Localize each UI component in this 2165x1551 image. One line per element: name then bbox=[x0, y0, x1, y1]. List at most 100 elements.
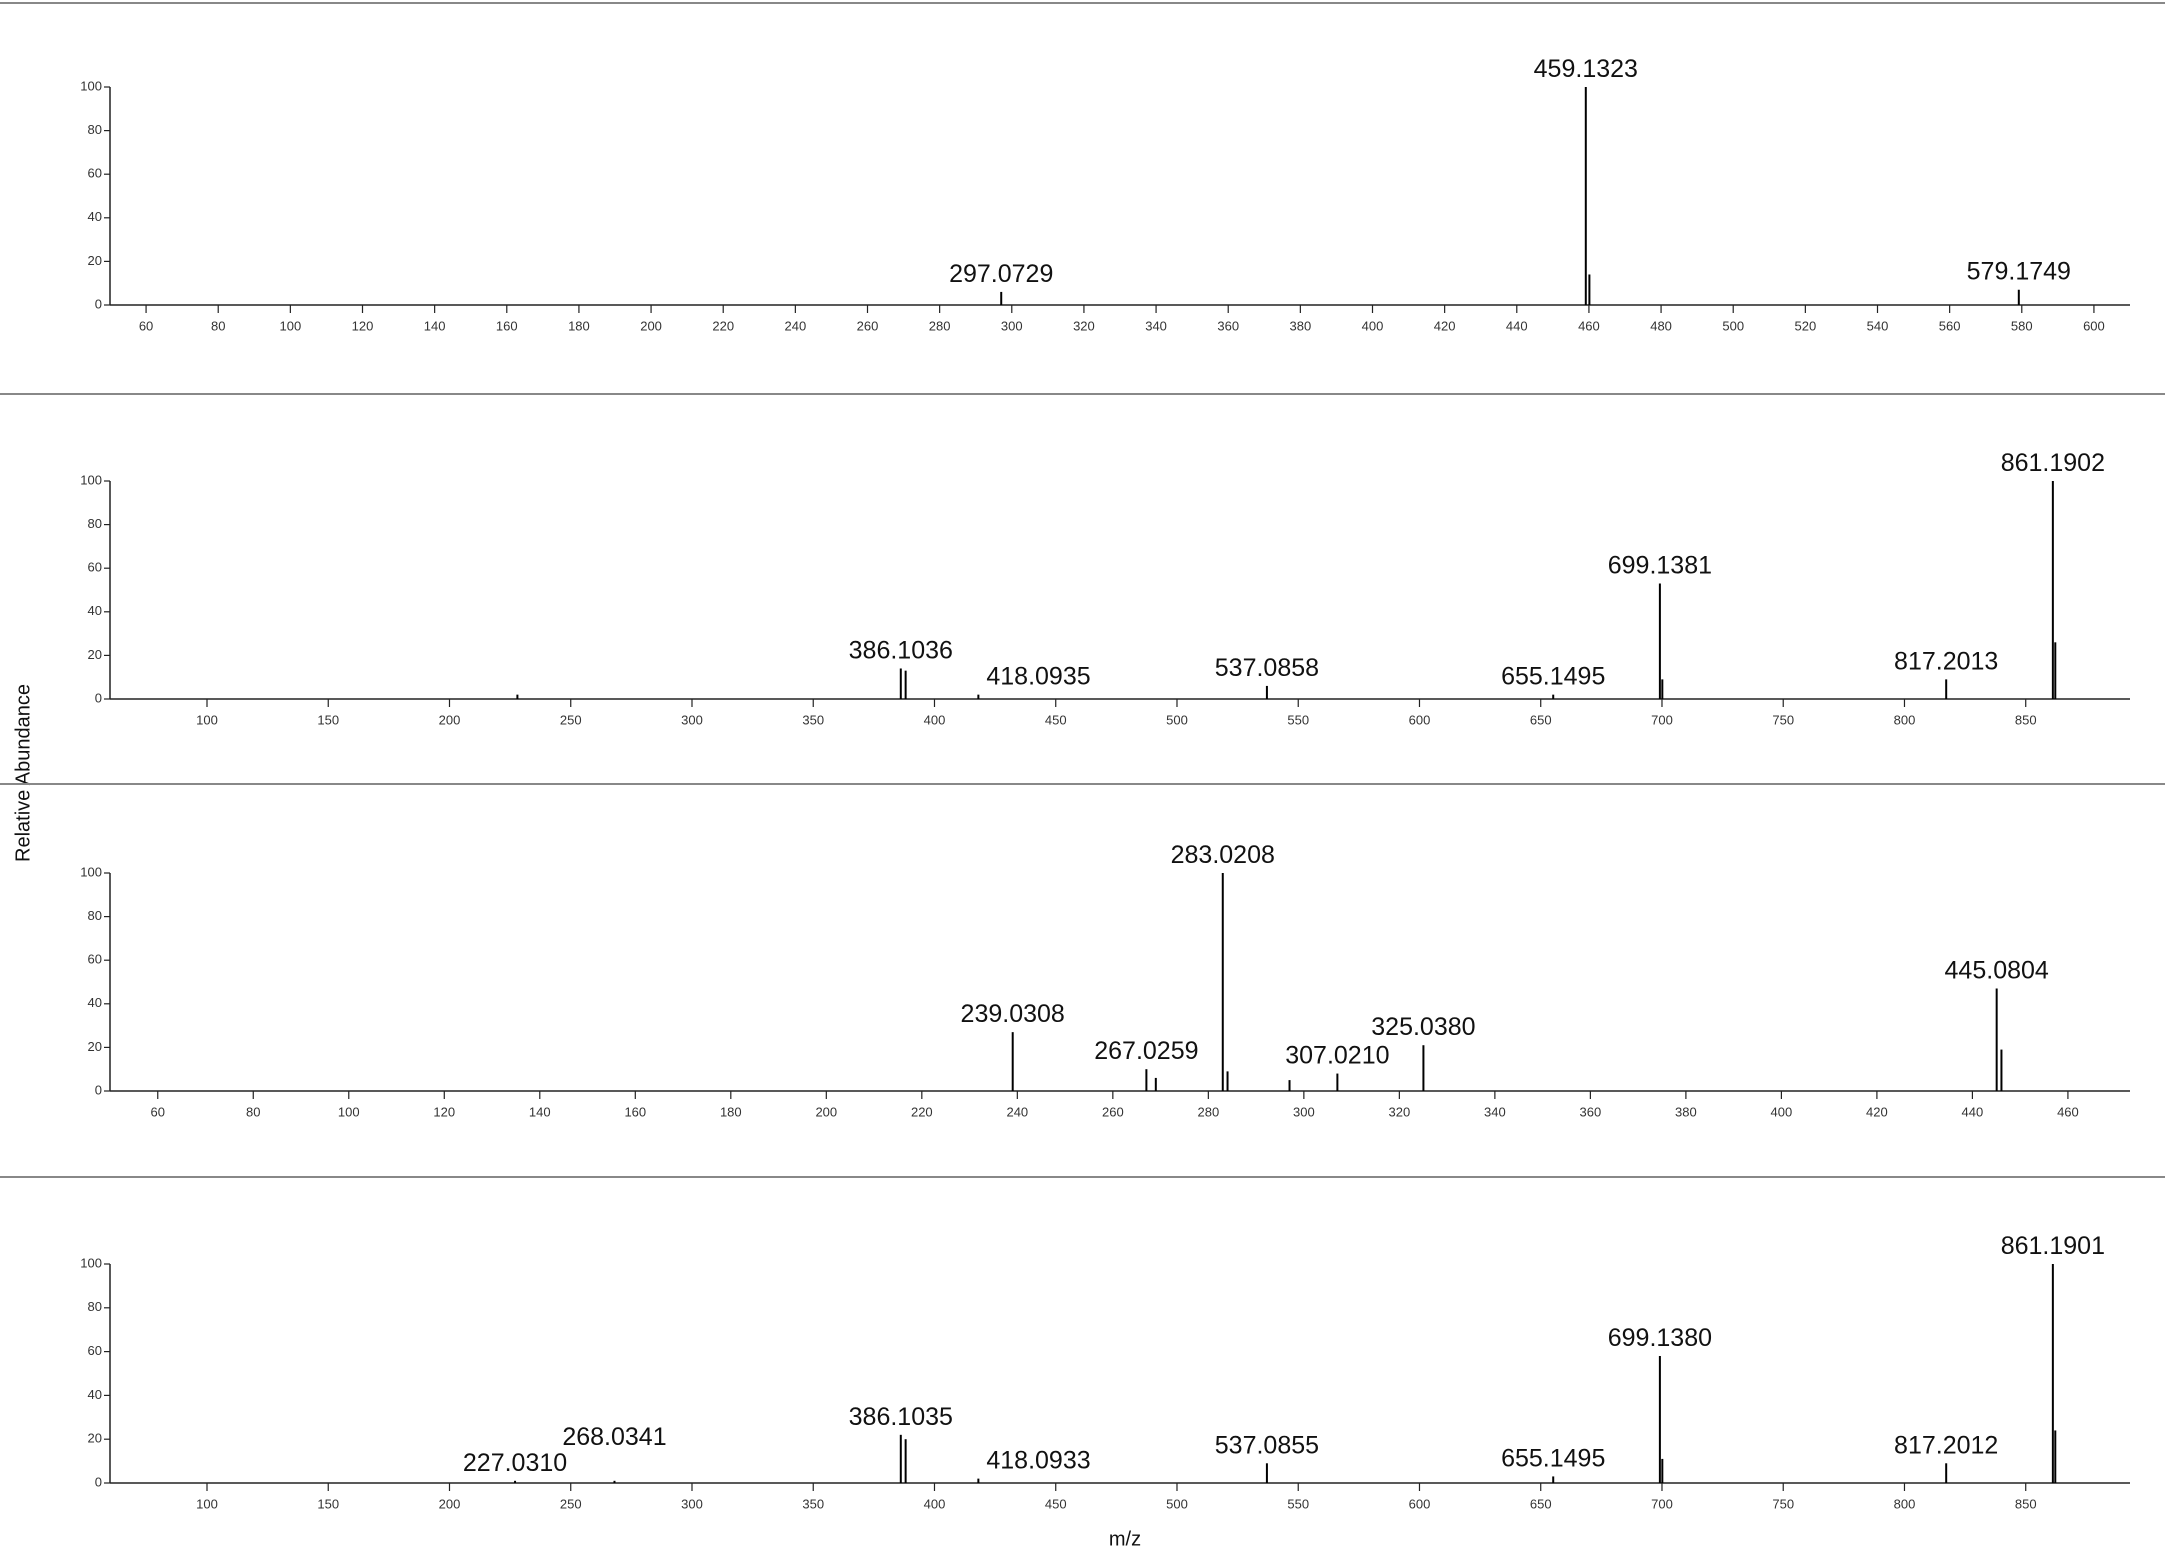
x-tick-label: 650 bbox=[1530, 1496, 1552, 1511]
x-tick-label: 240 bbox=[1006, 1104, 1028, 1119]
peak-label: 297.0729 bbox=[949, 260, 1053, 288]
peak-label: 655.1495 bbox=[1501, 663, 1605, 691]
x-tick-label: 600 bbox=[2083, 318, 2105, 333]
y-tick-label: 80 bbox=[88, 516, 102, 531]
x-tick-label: 80 bbox=[246, 1104, 260, 1119]
x-tick-label: 440 bbox=[1506, 318, 1528, 333]
peak-label: 268.0341 bbox=[562, 1423, 666, 1451]
x-tick-label: 150 bbox=[317, 1496, 339, 1511]
peak-label: 386.1036 bbox=[849, 636, 953, 664]
y-tick-label: 60 bbox=[88, 560, 102, 575]
x-tick-label: 700 bbox=[1651, 712, 1673, 727]
x-tick-label: 350 bbox=[802, 1496, 824, 1511]
y-tick-label: 100 bbox=[80, 78, 102, 93]
x-tick-label: 280 bbox=[1197, 1104, 1219, 1119]
y-tick-label: 80 bbox=[88, 908, 102, 923]
x-tick-label: 400 bbox=[924, 712, 946, 727]
x-tick-label: 600 bbox=[1409, 712, 1431, 727]
x-tick-label: 140 bbox=[424, 318, 446, 333]
peak-label: 817.2012 bbox=[1894, 1431, 1998, 1459]
y-tick-label: 20 bbox=[88, 1039, 102, 1054]
peak-label: 861.1902 bbox=[2001, 449, 2105, 477]
x-tick-label: 300 bbox=[1001, 318, 1023, 333]
y-tick-label: 100 bbox=[80, 864, 102, 879]
x-tick-label: 380 bbox=[1675, 1104, 1697, 1119]
x-tick-label: 220 bbox=[911, 1104, 933, 1119]
x-tick-label: 420 bbox=[1434, 318, 1456, 333]
y-axis-title: Relative Abundance bbox=[12, 684, 34, 862]
x-tick-label: 260 bbox=[1102, 1104, 1124, 1119]
x-tick-label: 160 bbox=[496, 318, 518, 333]
x-tick-label: 250 bbox=[560, 712, 582, 727]
y-tick-label: 20 bbox=[88, 253, 102, 268]
x-tick-label: 60 bbox=[151, 1104, 165, 1119]
x-tick-label: 700 bbox=[1651, 1496, 1673, 1511]
x-tick-label: 500 bbox=[1722, 318, 1744, 333]
y-tick-label: 40 bbox=[88, 1387, 102, 1402]
x-tick-label: 350 bbox=[802, 712, 824, 727]
y-tick-label: 80 bbox=[88, 122, 102, 137]
x-tick-label: 420 bbox=[1866, 1104, 1888, 1119]
x-tick-label: 850 bbox=[2015, 1496, 2037, 1511]
y-tick-label: 40 bbox=[88, 995, 102, 1010]
peak-label: 537.0858 bbox=[1215, 654, 1319, 682]
x-tick-label: 360 bbox=[1580, 1104, 1602, 1119]
peak-label: 861.1901 bbox=[2001, 1232, 2105, 1260]
x-tick-label: 100 bbox=[338, 1104, 360, 1119]
x-tick-label: 600 bbox=[1409, 1496, 1431, 1511]
peak-label: 579.1749 bbox=[1967, 258, 2071, 286]
x-tick-label: 200 bbox=[815, 1104, 837, 1119]
x-tick-label: 180 bbox=[720, 1104, 742, 1119]
x-tick-label: 120 bbox=[433, 1104, 455, 1119]
peak-label: 227.0310 bbox=[463, 1449, 567, 1477]
x-tick-label: 550 bbox=[1287, 1496, 1309, 1511]
x-tick-label: 750 bbox=[1772, 1496, 1794, 1511]
peak-label: 655.1495 bbox=[1501, 1444, 1605, 1472]
x-tick-label: 280 bbox=[929, 318, 951, 333]
y-tick-label: 20 bbox=[88, 647, 102, 662]
peak-label: 817.2013 bbox=[1894, 647, 1998, 675]
x-tick-label: 200 bbox=[439, 712, 461, 727]
x-tick-label: 200 bbox=[439, 1496, 461, 1511]
x-tick-label: 560 bbox=[1939, 318, 1961, 333]
y-tick-label: 100 bbox=[80, 1255, 102, 1270]
x-tick-label: 550 bbox=[1287, 712, 1309, 727]
x-tick-label: 150 bbox=[317, 712, 339, 727]
peak-label: 537.0855 bbox=[1215, 1431, 1319, 1459]
x-tick-label: 540 bbox=[1867, 318, 1889, 333]
y-tick-label: 0 bbox=[95, 1474, 102, 1489]
x-tick-label: 800 bbox=[1894, 712, 1916, 727]
y-tick-label: 0 bbox=[95, 296, 102, 311]
x-tick-label: 160 bbox=[624, 1104, 646, 1119]
x-tick-label: 200 bbox=[640, 318, 662, 333]
x-tick-label: 240 bbox=[785, 318, 807, 333]
y-tick-label: 20 bbox=[88, 1431, 102, 1446]
x-tick-label: 580 bbox=[2011, 318, 2033, 333]
peak-label: 325.0380 bbox=[1371, 1013, 1475, 1041]
y-tick-label: 40 bbox=[88, 603, 102, 618]
x-tick-label: 460 bbox=[1578, 318, 1600, 333]
x-tick-label: 220 bbox=[712, 318, 734, 333]
x-tick-label: 400 bbox=[1362, 318, 1384, 333]
x-tick-label: 340 bbox=[1484, 1104, 1506, 1119]
x-tick-label: 80 bbox=[211, 318, 225, 333]
x-tick-label: 100 bbox=[196, 1496, 218, 1511]
x-tick-label: 440 bbox=[1962, 1104, 1984, 1119]
y-tick-label: 0 bbox=[95, 690, 102, 705]
x-tick-label: 520 bbox=[1795, 318, 1817, 333]
x-tick-label: 260 bbox=[857, 318, 879, 333]
x-tick-label: 460 bbox=[2057, 1104, 2079, 1119]
x-tick-label: 100 bbox=[196, 712, 218, 727]
y-tick-label: 100 bbox=[80, 472, 102, 487]
y-tick-label: 60 bbox=[88, 952, 102, 967]
peak-label: 699.1381 bbox=[1608, 551, 1712, 579]
x-tick-label: 650 bbox=[1530, 712, 1552, 727]
x-tick-label: 500 bbox=[1166, 712, 1188, 727]
y-tick-label: 60 bbox=[88, 1343, 102, 1358]
x-tick-label: 250 bbox=[560, 1496, 582, 1511]
x-tick-label: 300 bbox=[681, 1496, 703, 1511]
x-tick-label: 360 bbox=[1217, 318, 1239, 333]
x-tick-label: 320 bbox=[1073, 318, 1095, 333]
x-tick-label: 850 bbox=[2015, 712, 2037, 727]
